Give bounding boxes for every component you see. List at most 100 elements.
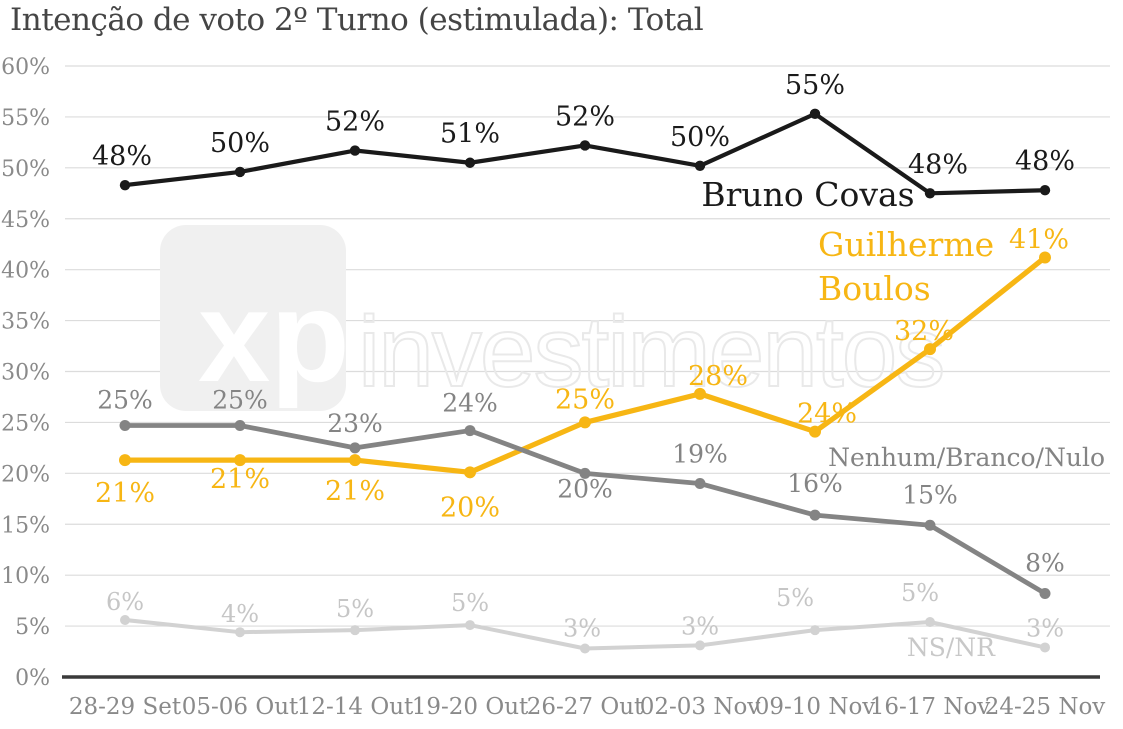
- data-point-guilherme-boulos: [349, 454, 361, 467]
- series-label-ns-nr: NS/NR: [907, 633, 996, 662]
- data-label-nenhum-branco-nulo: 20%: [557, 474, 613, 503]
- data-label-bruno-covas: 48%: [92, 141, 152, 172]
- data-label-ns-nr: 5%: [336, 595, 374, 623]
- data-label-bruno-covas: 52%: [325, 107, 385, 138]
- data-point-guilherme-boulos: [579, 416, 591, 429]
- x-axis-label: 24-25 Nov: [985, 694, 1106, 720]
- x-axis-label: 28-29 Set: [69, 694, 182, 720]
- data-label-guilherme-boulos: 32%: [894, 316, 954, 347]
- data-point-ns-nr: [235, 627, 245, 638]
- data-label-guilherme-boulos: 41%: [1009, 224, 1069, 255]
- y-tick-label: 40%: [1, 259, 50, 284]
- data-point-ns-nr: [350, 625, 360, 636]
- y-tick-label: 5%: [15, 615, 50, 640]
- data-point-guilherme-boulos: [119, 454, 131, 467]
- watermark: xp investimentos: [160, 225, 946, 411]
- data-point-nenhum-branco-nulo: [119, 419, 131, 431]
- data-point-bruno-covas: [924, 188, 936, 199]
- data-point-ns-nr: [925, 617, 935, 628]
- data-point-guilherme-boulos: [809, 425, 821, 438]
- y-tick-label: 25%: [1, 411, 50, 436]
- x-axis-label: 02-03 Nov: [640, 694, 761, 720]
- x-axis-label: 12-14 Out: [297, 694, 414, 720]
- data-point-nenhum-branco-nulo: [579, 467, 591, 479]
- data-point-ns-nr: [120, 614, 130, 625]
- data-point-ns-nr: [465, 620, 475, 631]
- data-point-bruno-covas: [694, 160, 706, 171]
- data-point-bruno-covas: [234, 166, 246, 178]
- y-tick-label: 30%: [1, 361, 50, 386]
- y-tick-label: 15%: [1, 513, 50, 538]
- data-point-guilherme-boulos: [694, 387, 706, 400]
- x-axis-label: 09-10 Nov: [755, 694, 876, 720]
- data-point-bruno-covas: [1039, 185, 1051, 196]
- data-label-nenhum-branco-nulo: 15%: [902, 480, 958, 509]
- data-label-nenhum-branco-nulo: 25%: [212, 385, 268, 414]
- data-point-ns-nr: [580, 643, 590, 654]
- data-label-bruno-covas: 51%: [440, 119, 500, 150]
- data-label-ns-nr: 5%: [451, 589, 489, 617]
- series-label-bruno-covas: Bruno Covas: [701, 175, 914, 214]
- data-point-nenhum-branco-nulo: [1039, 587, 1051, 599]
- x-axis-label: 05-06 Out: [182, 694, 299, 720]
- data-label-nenhum-branco-nulo: 8%: [1025, 548, 1065, 577]
- data-point-nenhum-branco-nulo: [349, 442, 361, 454]
- data-point-nenhum-branco-nulo: [924, 519, 936, 531]
- data-point-guilherme-boulos: [924, 343, 936, 356]
- data-point-guilherme-boulos: [234, 454, 246, 467]
- y-tick-label: 45%: [1, 208, 50, 233]
- data-label-guilherme-boulos: 24%: [797, 399, 857, 430]
- y-tick-label: 35%: [1, 310, 50, 335]
- y-tick-label: 0%: [15, 666, 50, 691]
- data-point-ns-nr: [1040, 642, 1050, 653]
- data-label-bruno-covas: 50%: [210, 128, 270, 159]
- data-point-guilherme-boulos: [464, 466, 476, 479]
- data-label-guilherme-boulos: 28%: [688, 361, 748, 392]
- data-label-guilherme-boulos: 21%: [210, 464, 270, 495]
- data-label-nenhum-branco-nulo: 16%: [787, 469, 843, 498]
- y-tick-label: 60%: [1, 55, 50, 80]
- data-label-nenhum-branco-nulo: 23%: [327, 409, 383, 438]
- data-label-ns-nr: 4%: [221, 600, 259, 628]
- chart-title: Intenção de voto 2º Turno (estimulada): …: [10, 2, 704, 38]
- data-point-bruno-covas: [349, 145, 361, 156]
- data-label-bruno-covas: 48%: [908, 149, 968, 180]
- data-label-bruno-covas: 55%: [785, 70, 845, 101]
- data-label-ns-nr: 5%: [901, 579, 939, 607]
- series-label-guilherme-boulos: Guilherme: [818, 225, 994, 264]
- data-point-nenhum-branco-nulo: [694, 478, 706, 490]
- x-axis-label: 16-17 Nov: [870, 694, 991, 720]
- data-label-guilherme-boulos: 21%: [325, 476, 385, 507]
- y-tick-label: 20%: [1, 462, 50, 487]
- x-axis-label: 19-20 Out: [412, 694, 529, 720]
- series-label-guilherme-boulos: Boulos: [818, 269, 931, 308]
- data-point-ns-nr: [810, 625, 820, 636]
- data-point-bruno-covas: [464, 157, 476, 168]
- data-label-guilherme-boulos: 21%: [95, 478, 155, 509]
- data-label-ns-nr: 3%: [1026, 614, 1064, 642]
- data-label-ns-nr: 5%: [776, 584, 814, 612]
- data-label-ns-nr: 3%: [681, 612, 719, 640]
- data-point-bruno-covas: [119, 179, 131, 191]
- y-tick-label: 10%: [1, 564, 50, 589]
- data-point-bruno-covas: [579, 140, 591, 151]
- data-label-guilherme-boulos: 25%: [555, 384, 615, 415]
- y-tick-label: 55%: [1, 106, 50, 131]
- x-axis-label: 26-27 Out: [527, 694, 644, 720]
- data-label-bruno-covas: 50%: [670, 122, 730, 153]
- data-label-nenhum-branco-nulo: 25%: [97, 385, 153, 414]
- data-point-guilherme-boulos: [1039, 251, 1051, 264]
- data-point-nenhum-branco-nulo: [464, 425, 476, 437]
- data-point-nenhum-branco-nulo: [809, 509, 821, 521]
- data-label-nenhum-branco-nulo: 19%: [672, 440, 728, 469]
- data-label-ns-nr: 6%: [106, 588, 144, 616]
- y-tick-label: 50%: [1, 157, 50, 182]
- data-label-bruno-covas: 52%: [555, 101, 615, 132]
- data-point-nenhum-branco-nulo: [234, 419, 246, 431]
- data-label-bruno-covas: 48%: [1015, 146, 1075, 177]
- watermark-logo-box: [160, 225, 346, 411]
- data-label-ns-nr: 3%: [563, 614, 601, 642]
- series-label-nenhum-branco-nulo: Nenhum/Branco/Nulo: [828, 443, 1105, 472]
